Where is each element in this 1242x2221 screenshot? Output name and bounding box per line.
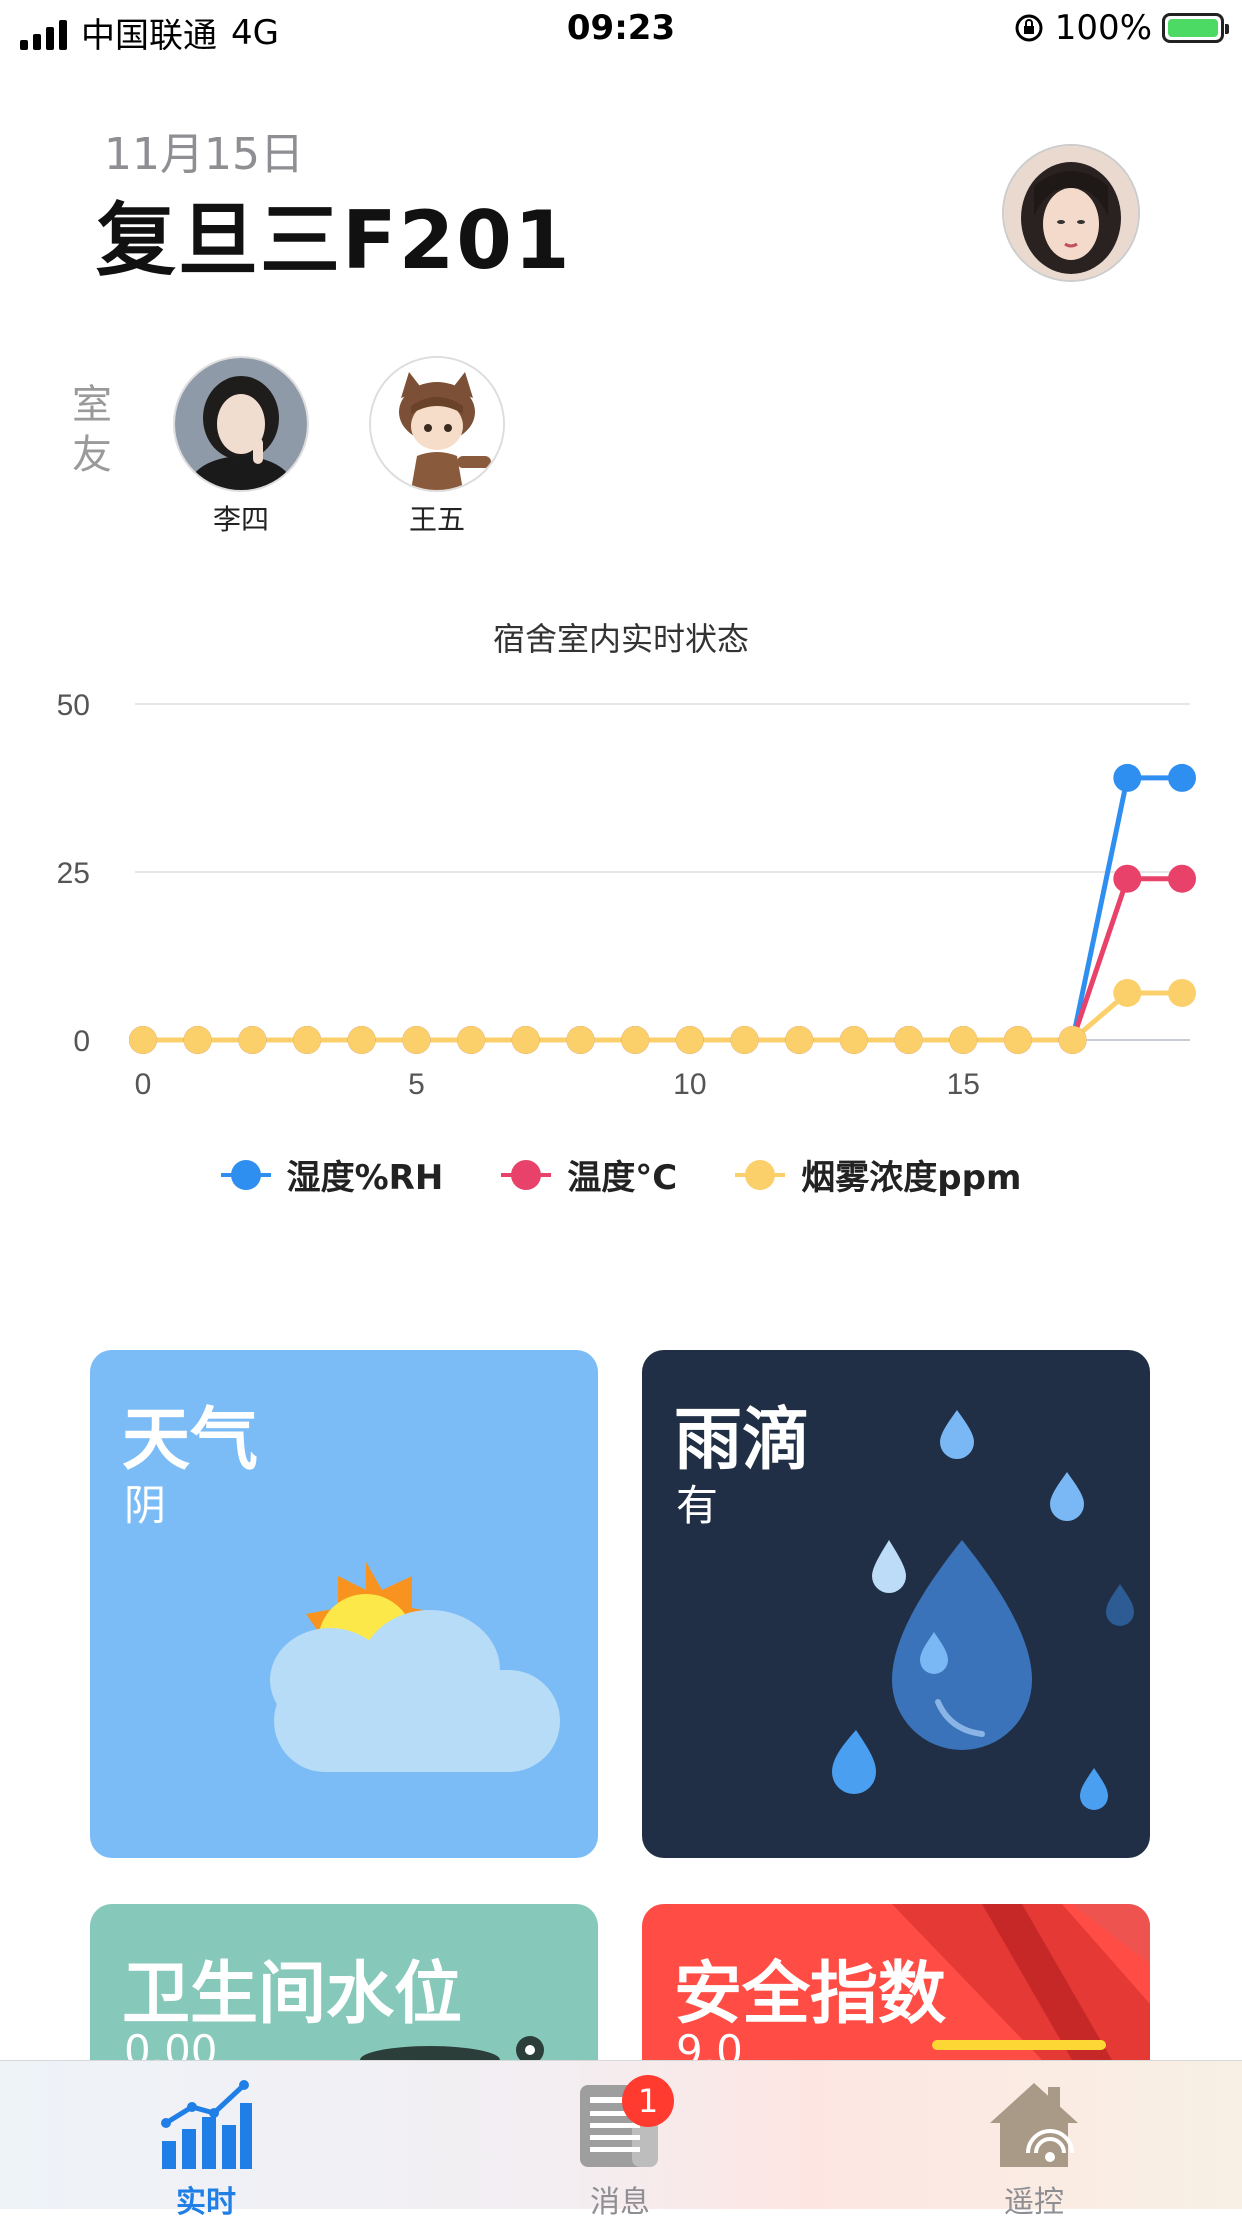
data-point (238, 1026, 267, 1054)
tab-messages[interactable]: 1 消息 (530, 2075, 710, 2221)
weather-card[interactable]: 天气 阴 (90, 1350, 598, 1858)
battery-percent: 100% (1054, 8, 1152, 48)
raindrop-icon (832, 1410, 1134, 1810)
safety-index-value: 9.0 (676, 2026, 743, 2060)
data-point (785, 1026, 814, 1054)
data-point (621, 1026, 650, 1054)
roommate-name: 王五 (408, 503, 465, 536)
y-tick-label: 50 (57, 689, 90, 722)
rain-card[interactable]: 雨滴 有 (642, 1350, 1150, 1858)
x-tick-label: 0 (135, 1068, 152, 1101)
data-point (1113, 978, 1142, 1007)
unread-badge: 1 (622, 2075, 674, 2127)
x-tick-label: 5 (408, 1068, 425, 1101)
data-point (1168, 978, 1196, 1007)
tab-realtime[interactable]: 实时 (116, 2079, 296, 2221)
series-line (143, 876, 1182, 1043)
tab-label: 实时 (176, 2185, 236, 2220)
rain-value: 有 (676, 1481, 719, 1530)
toilet-water-value: 0.00 (124, 2026, 218, 2060)
legend-label: 湿度%RH (286, 1158, 444, 1198)
legend-label: 温度°C (567, 1158, 678, 1198)
weather-value: 阴 (124, 1481, 167, 1530)
data-point (129, 1026, 157, 1054)
status-bar: 中国联通 4G 09:23 100% (0, 0, 1242, 62)
carrier-label: 中国联通 (81, 16, 217, 56)
data-point (730, 1026, 759, 1054)
tab-bar: 实时 1 消息 遥控 (0, 2060, 1242, 2220)
data-point (894, 1026, 923, 1054)
toilet-icon (360, 2036, 544, 2060)
data-point (511, 1026, 540, 1054)
legend-item-temperature[interactable]: 温度°C (501, 1150, 677, 1199)
safety-index-title: 安全指数 (674, 1955, 947, 2034)
data-point (183, 1026, 212, 1054)
x-tick-label: 10 (673, 1068, 706, 1101)
data-point (675, 1026, 704, 1054)
chart-legend: 湿度%RH 温度°C 烟雾浓度ppm (0, 1150, 1242, 1199)
safety-icon (892, 1904, 1150, 2060)
orientation-lock-icon (1015, 14, 1043, 42)
line-chart: 0 25 50 0 5 10 15 (57, 689, 1196, 1101)
x-tick-label: 15 (947, 1068, 980, 1101)
date-label: 11月15日 (104, 129, 304, 180)
roommate-name: 李四 (212, 503, 269, 536)
toilet-water-title: 卫生间水位 (122, 1955, 463, 2034)
roommate-item[interactable]: 李四 (171, 356, 311, 538)
data-point (1168, 763, 1196, 792)
data-point (457, 1026, 486, 1054)
data-point (839, 1026, 868, 1054)
chart-title: 宿舍室内实时状态 (492, 620, 749, 658)
data-point (949, 1026, 978, 1054)
tab-remote[interactable]: 遥控 (944, 2079, 1124, 2221)
battery-icon (1162, 13, 1229, 43)
status-left: 中国联通 4G (20, 8, 279, 57)
signal-icon (20, 16, 67, 50)
user-avatar-image (1004, 146, 1138, 280)
smart-home-icon (990, 2083, 1078, 2167)
data-point (1168, 864, 1196, 893)
legend-label: 烟雾浓度ppm (801, 1158, 1022, 1198)
legend-marker (735, 1159, 786, 1190)
clock: 09:23 (566, 8, 676, 48)
roommate-item[interactable]: 王五 (367, 356, 507, 538)
data-point (1058, 1026, 1087, 1054)
legend-marker (220, 1159, 271, 1190)
toilet-water-card[interactable]: 卫生间水位 0.00 (90, 1904, 598, 2060)
safety-index-card[interactable]: 安全指数 9.0 (642, 1904, 1150, 2060)
data-point (1003, 1026, 1032, 1054)
data-point (1113, 763, 1142, 792)
series-line (143, 775, 1182, 1043)
network-label: 4G (231, 12, 279, 53)
status-right: 100% (1013, 8, 1229, 48)
data-point (293, 1026, 322, 1054)
page-title: 复旦三F201 (96, 194, 572, 287)
y-tick-label: 0 (73, 1025, 90, 1058)
rain-title: 雨滴 (674, 1401, 811, 1480)
weather-title: 天气 (122, 1401, 259, 1480)
bar-chart-icon (161, 2080, 252, 2169)
roommate-avatar (173, 356, 309, 492)
data-point (402, 1026, 431, 1054)
y-tick-label: 25 (57, 857, 90, 890)
legend-marker (501, 1159, 552, 1190)
tab-label: 消息 (590, 2185, 650, 2220)
legend-item-humidity[interactable]: 湿度%RH (220, 1150, 444, 1199)
data-point (1113, 864, 1142, 893)
legend-item-smoke[interactable]: 烟雾浓度ppm (735, 1150, 1021, 1199)
roommates-label: 室友 (72, 382, 112, 478)
sun-cloud-icon (270, 1562, 560, 1772)
user-avatar[interactable] (1002, 144, 1140, 282)
data-point (347, 1026, 376, 1054)
roommate-avatar (369, 356, 505, 492)
data-point (566, 1026, 595, 1054)
tab-label: 遥控 (1004, 2185, 1064, 2220)
